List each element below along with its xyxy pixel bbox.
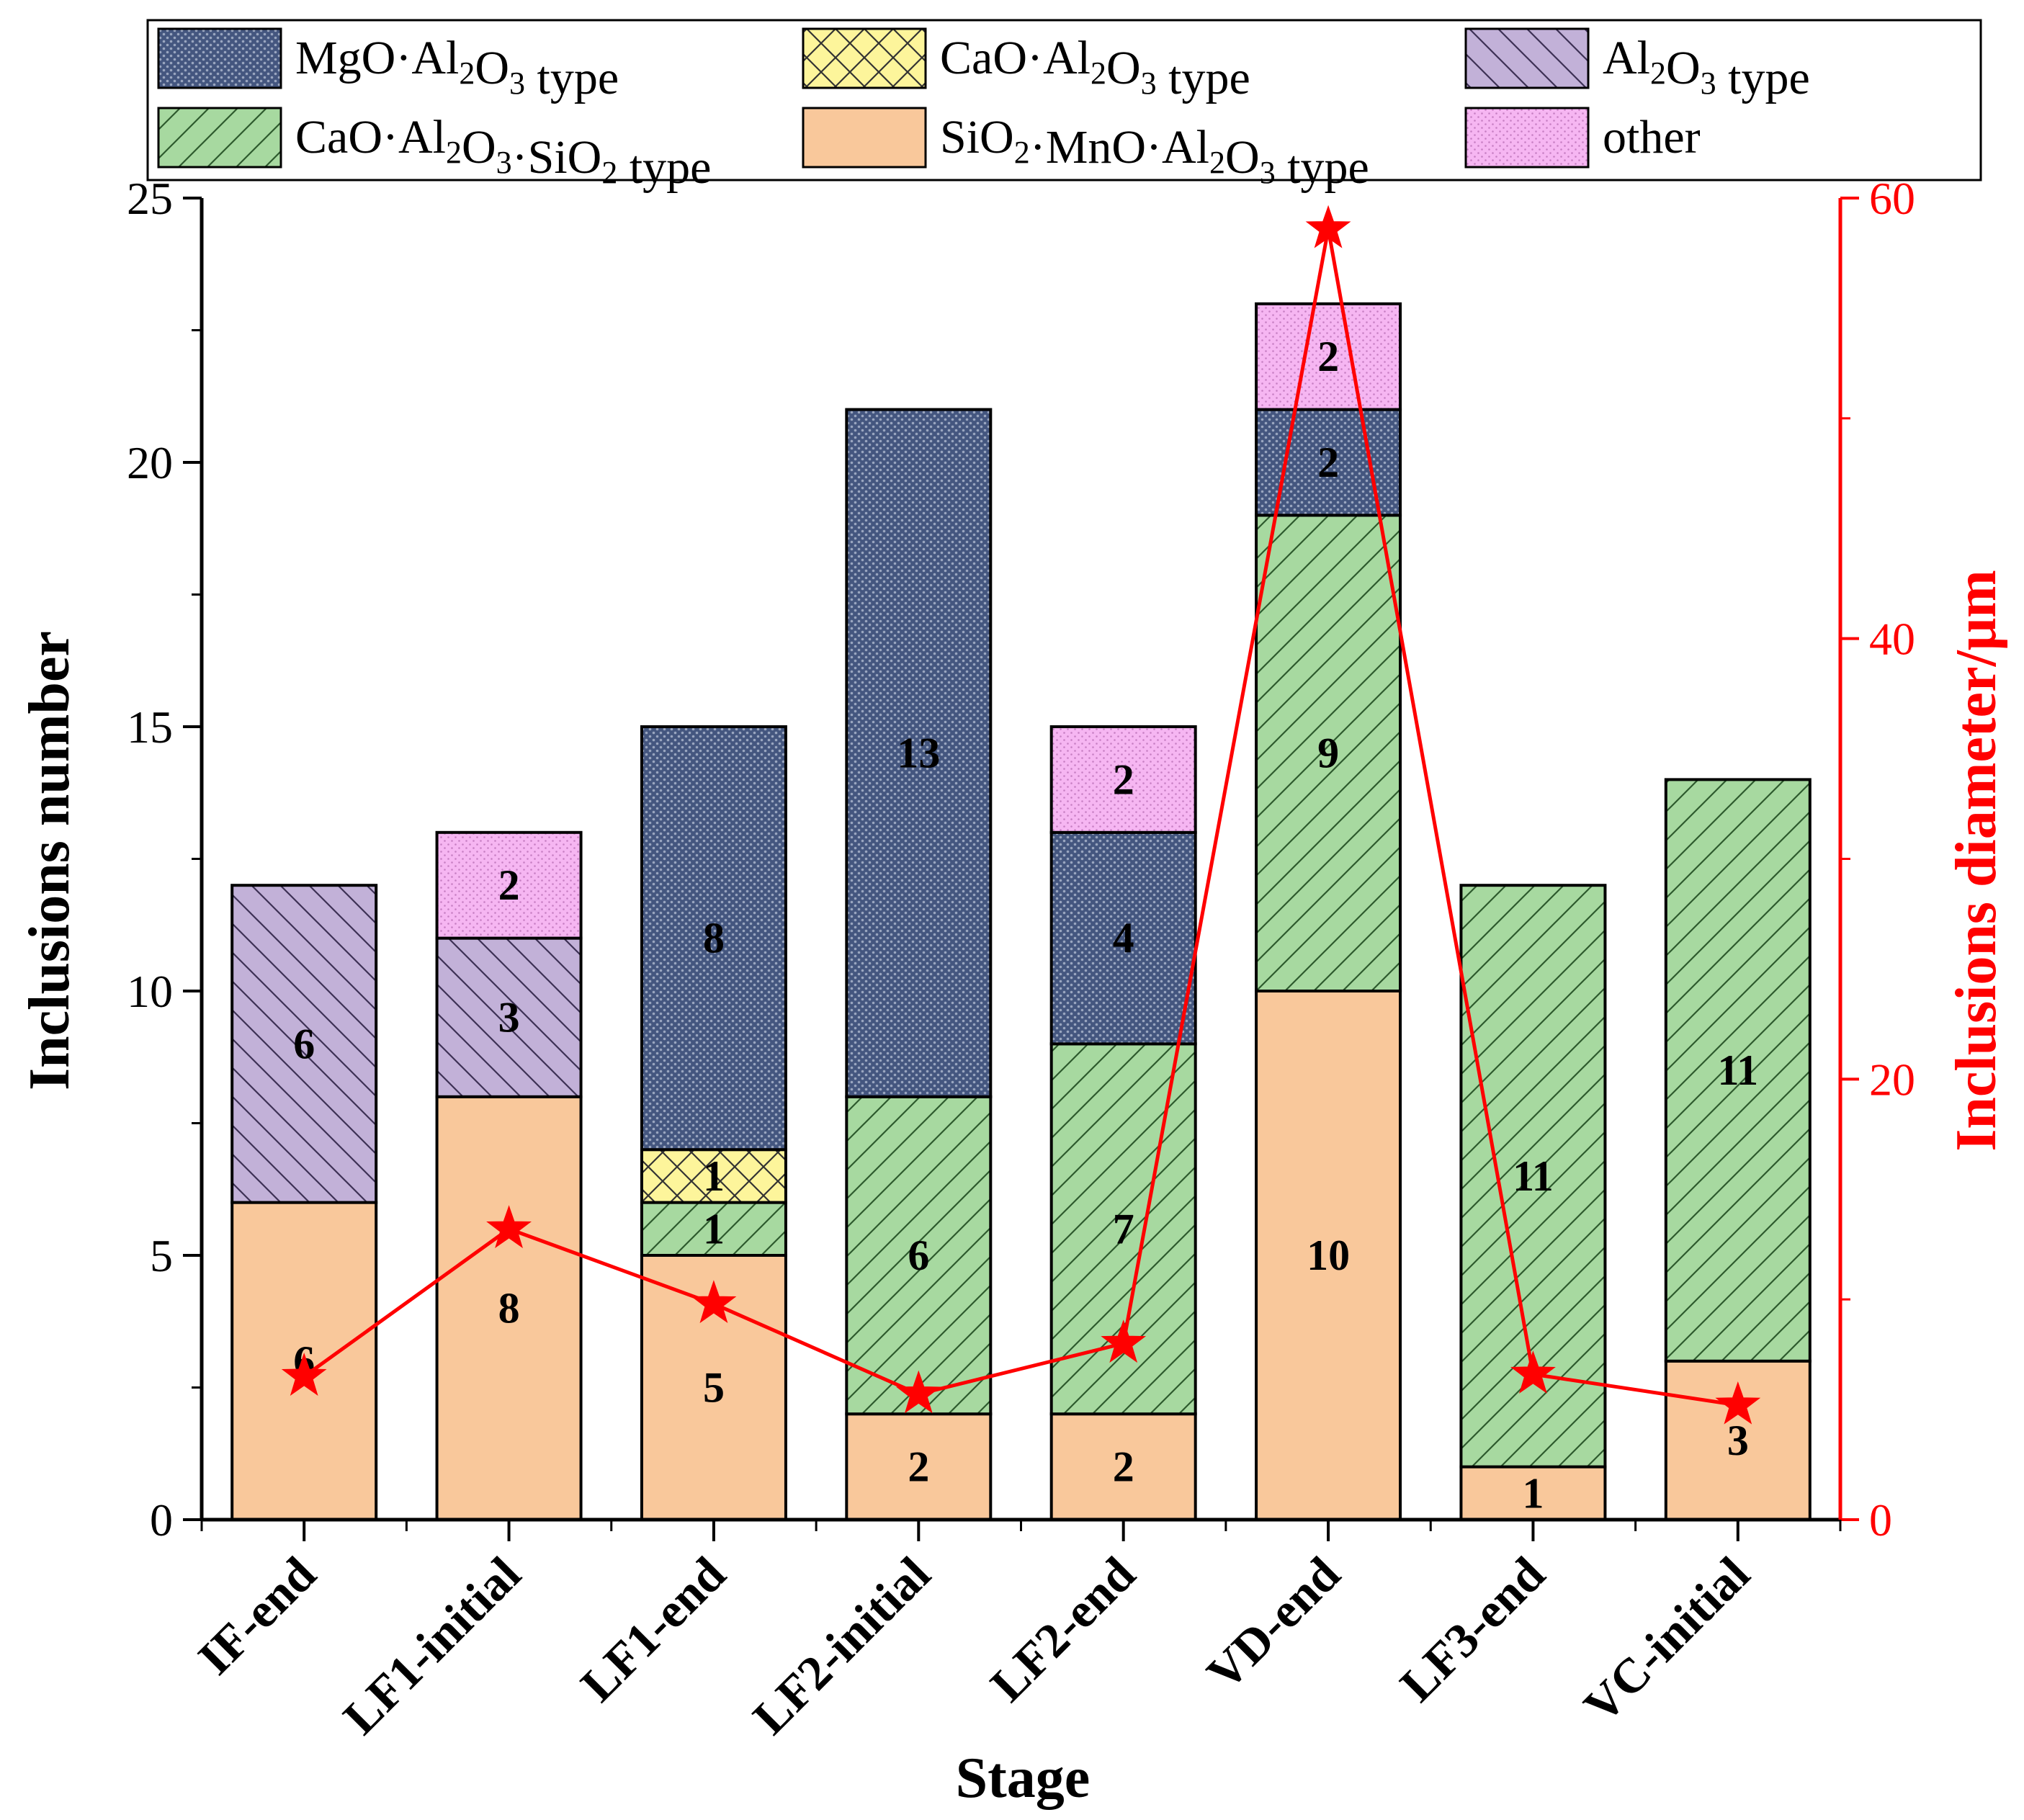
- y2-tick-label-20: 20: [1869, 1054, 1915, 1105]
- bar-label-cas-VD-end: 9: [1317, 730, 1339, 777]
- x-tick-label-LF3-end: LF3-end: [1389, 1546, 1555, 1712]
- bar-label-smn-LF1-initial: 8: [498, 1284, 520, 1332]
- y2-axis-title: Inclusions diameter/μm: [1945, 570, 2008, 1152]
- bar-smn-LF1-initial: [435, 1095, 583, 1522]
- bar-label-cas-LF2-initial: 6: [908, 1232, 929, 1279]
- bar-smn-LF2-end: [1049, 1412, 1197, 1521]
- bar-label-al-IF-end: 6: [293, 1020, 315, 1067]
- y2-tick-label-40: 40: [1869, 614, 1915, 665]
- bar-cas-LF2-initial: [845, 1095, 993, 1416]
- bar-label-smn-VD-end: 10: [1307, 1232, 1350, 1279]
- legend-swatch-mga: [157, 27, 282, 89]
- bar-label-mga-LF1-end: 8: [703, 915, 725, 962]
- diameter-marker-VC-initial: [1715, 1381, 1761, 1425]
- bar-label-mga-VD-end: 2: [1317, 439, 1339, 486]
- x-tick-label-LF1-initial: LF1-initial: [333, 1546, 531, 1744]
- bar-cas-VC-initial: [1664, 778, 1812, 1363]
- x-tick-label-IF-end: IF-end: [187, 1546, 326, 1685]
- diameter-marker-VD-end: [1305, 205, 1351, 248]
- bar-oth-LF1-initial: [435, 830, 583, 940]
- bar-label-oth-LF1-initial: 2: [498, 861, 520, 909]
- legend-swatch-oth: [1464, 107, 1590, 169]
- bar-oth-LF2-end: [1049, 725, 1197, 834]
- bar-label-oth-LF2-end: 2: [1113, 756, 1134, 803]
- diameter-marker-LF2-end: [1101, 1319, 1147, 1363]
- diameter-marker-LF3-end: [1510, 1350, 1556, 1394]
- bar-label-cas-LF1-end: 1: [703, 1205, 725, 1252]
- legend-swatch-caa: [802, 27, 927, 89]
- diameter-marker-LF1-end: [691, 1280, 737, 1324]
- bar-label-oth-VD-end: 2: [1317, 333, 1339, 380]
- bar-label-smn-LF2-initial: 2: [908, 1443, 929, 1491]
- legend-label-smn: SiO2·MnO·Al2O3 type: [940, 111, 1369, 194]
- legend: MgO·Al2O3 type CaO·Al2O3 type Al2O3 type Ca…: [146, 19, 1982, 194]
- bar-oth-VD-end: [1255, 302, 1402, 411]
- legend-label-cas: CaO·Al2O3·SiO2 type: [295, 111, 711, 194]
- legend-label-oth: other: [1603, 111, 1701, 163]
- bar-label-smn-LF1-end: 5: [703, 1364, 725, 1412]
- bar-label-smn-LF3-end: 1: [1522, 1469, 1544, 1517]
- bar-cas-VD-end: [1255, 514, 1402, 992]
- bar-label-smn-LF2-end: 2: [1113, 1443, 1134, 1491]
- x-tick-label-VD-end: VD-end: [1196, 1546, 1351, 1700]
- diameter-marker-LF2-initial: [895, 1370, 941, 1414]
- x-tick-label-VC-initial: VC-initial: [1573, 1546, 1760, 1733]
- legend-label-caa: CaO·Al2O3 type: [940, 32, 1250, 104]
- bar-mga-LF2-initial: [845, 408, 993, 1098]
- diameter-marker-LF1-initial: [486, 1205, 532, 1249]
- legend-swatch-al: [1464, 27, 1590, 89]
- x-axis-title: Stage: [956, 1747, 1091, 1810]
- bar-al-LF1-initial: [435, 936, 583, 1098]
- legend-swatch-cas: [157, 107, 282, 169]
- y-axis-title: Inclusions number: [18, 631, 81, 1090]
- bar-label-smn-VC-initial: 3: [1727, 1417, 1749, 1464]
- y-tick-label-5: 5: [150, 1230, 173, 1281]
- y-tick-label-0: 0: [150, 1494, 173, 1546]
- bar-label-mga-LF2-end: 4: [1113, 915, 1134, 962]
- bar-mga-LF2-end: [1049, 830, 1197, 1046]
- bar-label-mga-LF2-initial: 13: [897, 730, 940, 777]
- diameter-marker-IF-end: [281, 1353, 327, 1396]
- legend-swatch-smn: [802, 107, 927, 169]
- bar-label-cas-LF2-end: 7: [1113, 1205, 1134, 1252]
- x-tick-label-LF2-initial: LF2-initial: [742, 1546, 940, 1744]
- bar-mga-LF1-end: [640, 725, 787, 1152]
- bar-smn-LF2-initial: [845, 1412, 993, 1521]
- diameter-line: [303, 228, 1739, 1407]
- y2-tick-label-60: 60: [1869, 173, 1915, 224]
- diameter-line-group: [281, 205, 1761, 1425]
- legend-box: [146, 19, 1982, 181]
- y-tick-label-15: 15: [127, 701, 173, 753]
- bar-label-cas-VC-initial: 11: [1717, 1046, 1758, 1094]
- bars-group: 6683251182613274210922111311: [230, 302, 1812, 1522]
- y-tick-label-10: 10: [127, 966, 173, 1017]
- y-tick-label-25: 25: [127, 173, 173, 224]
- legend-label-al: Al2O3 type: [1603, 32, 1810, 104]
- bar-smn-VD-end: [1255, 990, 1402, 1521]
- x-tick-label-LF2-end: LF2-end: [980, 1546, 1145, 1712]
- bar-label-caa-LF1-end: 1: [703, 1152, 725, 1200]
- bar-label-cas-LF3-end: 11: [1513, 1152, 1554, 1200]
- bar-label-al-LF1-initial: 3: [498, 994, 520, 1041]
- legend-label-mga: MgO·Al2O3 type: [295, 32, 619, 104]
- y-tick-label-20: 20: [127, 437, 173, 488]
- y2-tick-label-0: 0: [1869, 1494, 1892, 1546]
- bar-al-IF-end: [230, 884, 378, 1204]
- x-tick-label-LF1-end: LF1-end: [570, 1546, 735, 1712]
